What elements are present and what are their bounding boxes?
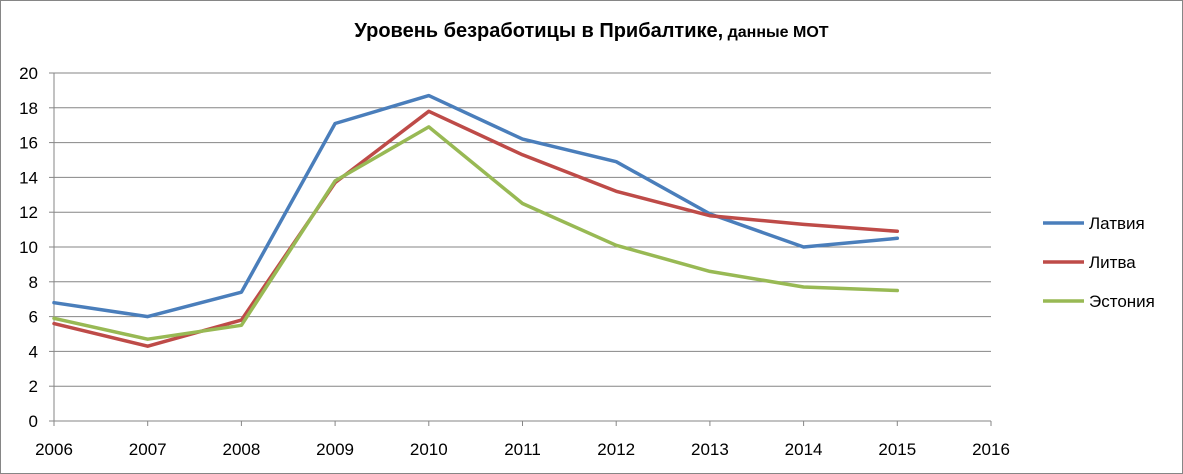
legend-label: Латвия: [1089, 214, 1145, 233]
legend-label: Эстония: [1089, 292, 1155, 311]
x-tick-label: 2007: [129, 440, 167, 459]
x-tick-label: 2014: [785, 440, 823, 459]
legend: Латвия Литва Эстония: [1043, 214, 1155, 311]
chart-title-main: Уровень безработицы в Прибалтике,: [354, 20, 724, 42]
y-tick-label: 0: [29, 412, 38, 431]
legend-label: Литва: [1089, 253, 1136, 272]
chart-title: Уровень безработицы в Прибалтике, данные…: [0, 20, 1183, 43]
y-tick-label: 14: [19, 168, 38, 187]
x-tick-label: 2008: [222, 440, 260, 459]
y-tick-label: 2: [29, 377, 38, 396]
x-tick-label: 2012: [597, 440, 635, 459]
y-tick-label: 16: [19, 134, 38, 153]
x-tick-label: 2016: [972, 440, 1010, 459]
series-line-1: [52, 93, 900, 319]
y-tick-label: 6: [29, 308, 38, 327]
chart-title-sub: данные МОТ: [727, 24, 829, 41]
x-tick-label: 2015: [878, 440, 916, 459]
y-tick-label: 4: [29, 342, 38, 361]
x-tick-label: 2010: [410, 440, 448, 459]
x-tick-label: 2013: [691, 440, 729, 459]
series-line-2: [52, 109, 900, 348]
x-tick-label: 2009: [316, 440, 354, 459]
series-lines: [52, 93, 900, 348]
y-tick-label: 20: [19, 64, 38, 83]
y-tick-label: 10: [19, 238, 38, 257]
x-tick-label: 2006: [35, 440, 73, 459]
axes: 0 2 4 6 8 10 12 14 16 18 20 2006 2007 2008 2009 2010 201…: [19, 64, 1010, 459]
y-tick-label: 12: [19, 203, 38, 222]
series-line-3: [52, 125, 900, 341]
y-tick-label: 18: [19, 99, 38, 118]
gridlines: [54, 72, 991, 387]
x-tick-label: 2011: [504, 440, 541, 459]
y-tick-label: 8: [29, 273, 38, 292]
